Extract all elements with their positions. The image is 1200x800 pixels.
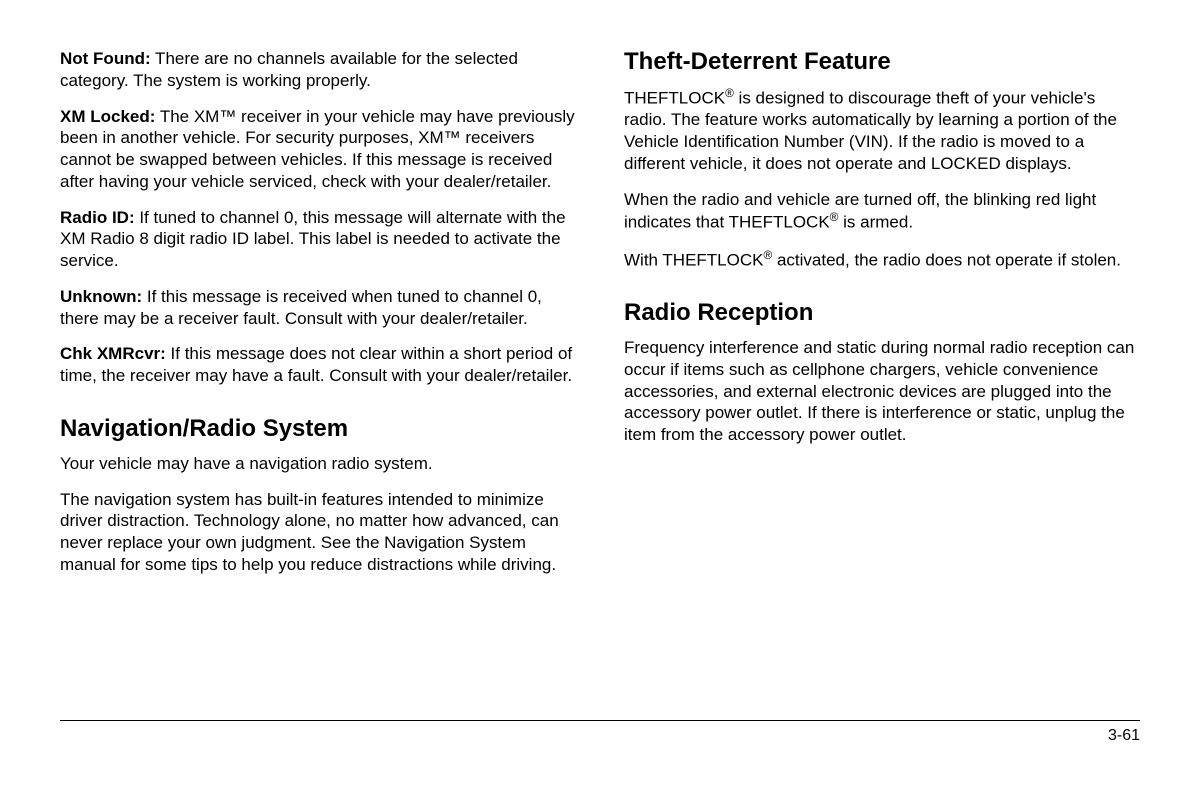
text-b: is armed.	[838, 213, 913, 232]
nav-paragraph-1: Your vehicle may have a navigation radio…	[60, 453, 576, 475]
entry-not-found: Not Found: There are no channels availab…	[60, 48, 576, 92]
theft-paragraph-2: When the radio and vehicle are turned of…	[624, 189, 1140, 234]
label: Chk XMRcvr:	[60, 344, 166, 363]
theft-paragraph-3: With THEFTLOCK® activated, the radio doe…	[624, 248, 1140, 271]
entry-xm-locked: XM Locked: The XM™ receiver in your vehi…	[60, 106, 576, 193]
heading-theft-deterrent: Theft-Deterrent Feature	[624, 48, 1140, 76]
radio-paragraph-1: Frequency interference and static during…	[624, 337, 1140, 446]
heading-navigation-radio: Navigation/Radio System	[60, 415, 576, 443]
left-column: Not Found: There are no channels availab…	[60, 48, 576, 690]
text-b: activated, the radio does not operate if…	[772, 250, 1121, 269]
page-content: Not Found: There are no channels availab…	[0, 0, 1200, 720]
right-column: Theft-Deterrent Feature THEFTLOCK® is de…	[624, 48, 1140, 690]
label: Radio ID:	[60, 208, 135, 227]
registered-mark: ®	[763, 248, 772, 262]
page-number: 3-61	[1108, 727, 1140, 744]
page-footer: 3-61	[60, 720, 1140, 745]
text-a: THEFTLOCK	[624, 89, 725, 108]
nav-paragraph-2: The navigation system has built-in featu…	[60, 489, 576, 576]
heading-radio-reception: Radio Reception	[624, 299, 1140, 327]
label: XM Locked:	[60, 107, 155, 126]
label: Unknown:	[60, 287, 142, 306]
label: Not Found:	[60, 49, 151, 68]
entry-unknown: Unknown: If this message is received whe…	[60, 286, 576, 330]
theft-paragraph-1: THEFTLOCK® is designed to discourage the…	[624, 86, 1140, 175]
text: If tuned to channel 0, this message will…	[60, 208, 566, 271]
entry-chk-xmrcvr: Chk XMRcvr: If this message does not cle…	[60, 343, 576, 387]
registered-mark: ®	[725, 86, 734, 100]
entry-radio-id: Radio ID: If tuned to channel 0, this me…	[60, 207, 576, 272]
text-a: With THEFTLOCK	[624, 250, 763, 269]
